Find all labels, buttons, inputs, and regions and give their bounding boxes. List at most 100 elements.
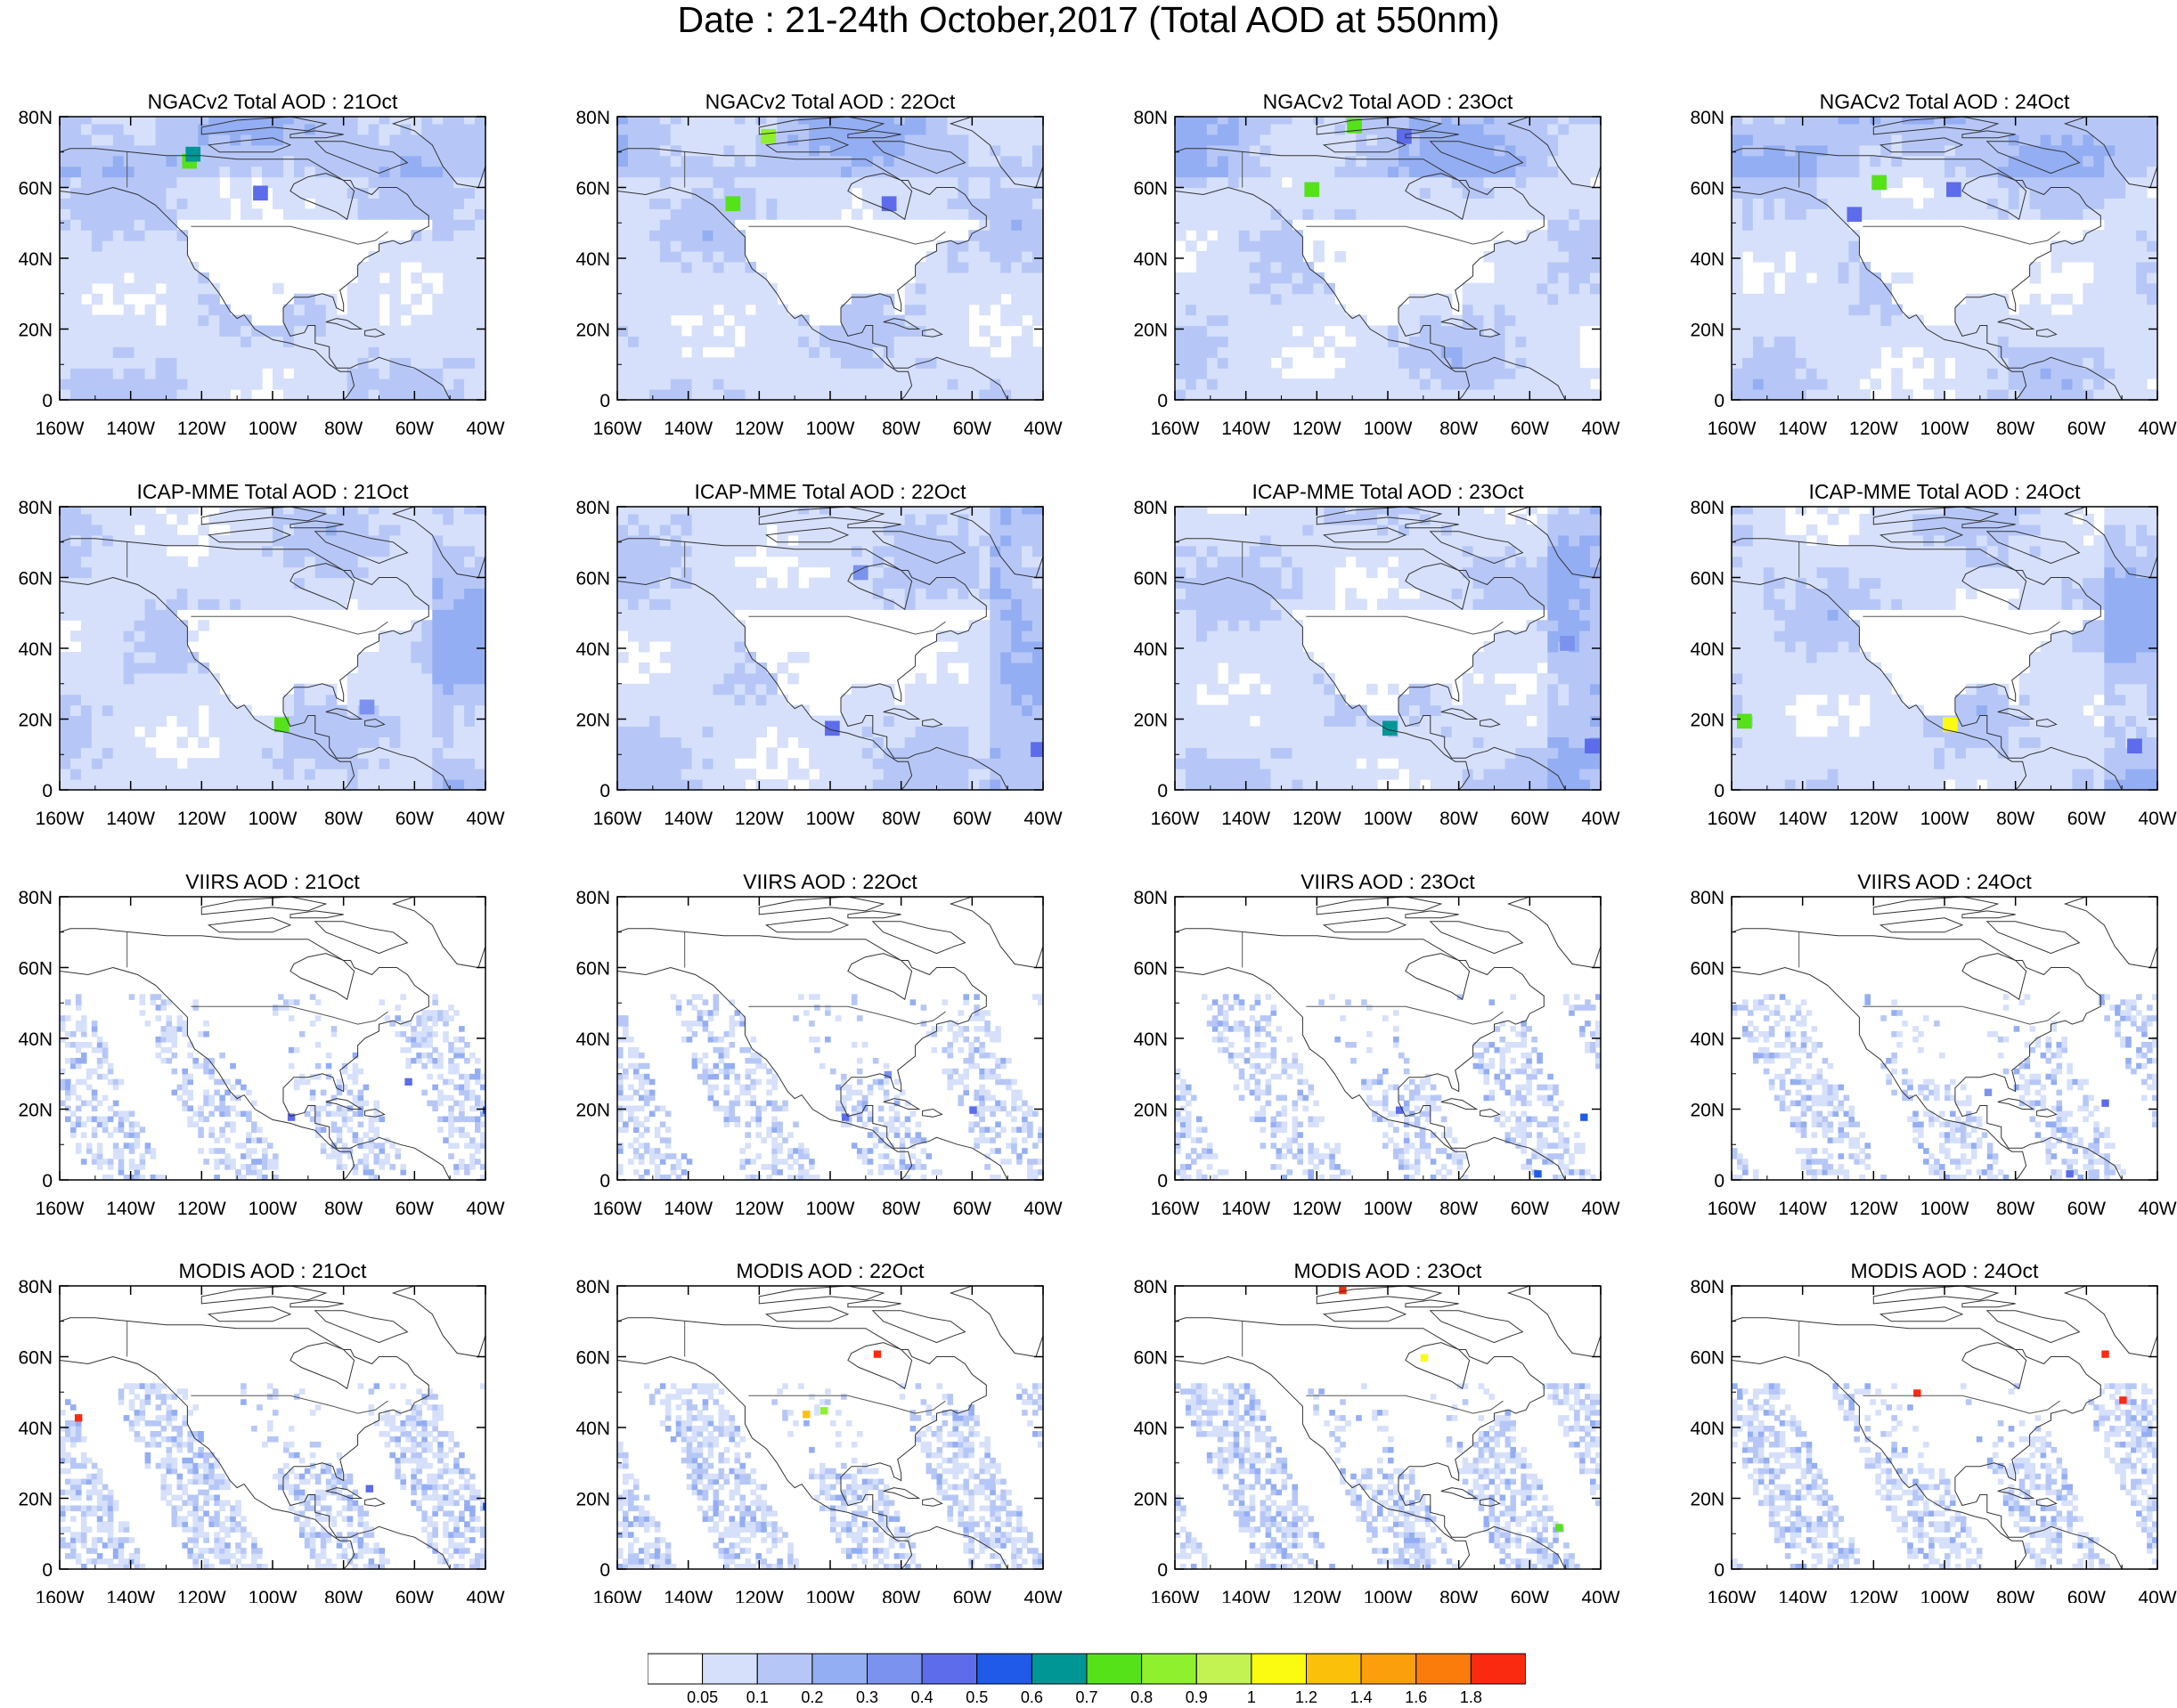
- aod-cell: [1292, 230, 1304, 241]
- aod-cell: [1260, 155, 1272, 167]
- aod-cell: [144, 507, 157, 515]
- aod-cell: [979, 166, 991, 178]
- aod-cell: [2018, 336, 2031, 347]
- aod-cell: [851, 368, 863, 379]
- aod-cell: [123, 346, 135, 358]
- aod-cell: [979, 187, 991, 199]
- aod-cell: [198, 662, 209, 674]
- aod-cell: [648, 534, 661, 547]
- aod-cell: [60, 378, 71, 390]
- aod-cell: [893, 208, 906, 220]
- aod-cell: [70, 134, 82, 146]
- aod-cell: [745, 123, 756, 135]
- aod-cell: [347, 176, 359, 189]
- aod-cell: [1388, 378, 1399, 390]
- aod-cell: [893, 378, 906, 390]
- aod-cell: [1206, 208, 1219, 220]
- aod-cell: [1227, 240, 1240, 252]
- aod-cell: [1579, 144, 1591, 157]
- aod-cell: [336, 747, 348, 759]
- aod-cell: [2104, 282, 2116, 295]
- coastline: [871, 141, 966, 175]
- aod-cell: [830, 378, 842, 390]
- aod-cell: [60, 219, 71, 231]
- aod-cell: [2072, 314, 2083, 327]
- aod-cell: [1227, 357, 1240, 369]
- aod-cell: [1515, 282, 1527, 295]
- aod-cell: [166, 336, 178, 347]
- aod-cell: [293, 187, 306, 199]
- aod-cell: [262, 507, 273, 515]
- aod-cell: [357, 336, 370, 347]
- aod-cell: [925, 389, 938, 400]
- aod-cell: [1784, 219, 1797, 231]
- aod-cell: [755, 208, 767, 220]
- aod-cell: [112, 282, 125, 295]
- aod-cell: [1186, 357, 1197, 369]
- aod-cell: [734, 346, 746, 358]
- aod-cell: [691, 577, 704, 589]
- aod-cell: [273, 346, 284, 358]
- aod-cell: [1249, 251, 1261, 263]
- aod-cell: [1217, 262, 1229, 273]
- aod-cell: [1292, 282, 1304, 295]
- aod-cell: [70, 609, 82, 621]
- aod-cell: [628, 219, 640, 231]
- aod-cell: [1870, 325, 1881, 337]
- aod-cell: [230, 545, 241, 557]
- aod-cell: [1238, 187, 1251, 199]
- panel-title: NGACv2 Total AOD : 24Oct: [1820, 90, 2070, 113]
- aod-cell: [273, 198, 284, 209]
- aod-cell: [176, 769, 189, 780]
- aod-cell: [638, 566, 650, 579]
- aod-cell: [766, 187, 778, 199]
- aod-cell: [1217, 219, 1229, 231]
- aod-cell: [1976, 304, 1988, 316]
- aod-cell: [411, 251, 422, 263]
- aod-cell: [80, 577, 93, 589]
- aod-cell: [1494, 208, 1506, 220]
- aod-cell: [2083, 144, 2094, 157]
- aod-cell: [1784, 166, 1797, 178]
- aod-cell: [176, 507, 189, 515]
- aod-cell: [112, 652, 125, 663]
- aod-cell: [755, 282, 767, 295]
- aod-cell: [1483, 117, 1496, 125]
- aod-cell: [134, 134, 146, 146]
- aod-cell: [293, 176, 306, 189]
- aod-cell: [830, 187, 842, 199]
- coastline: [1480, 328, 1501, 338]
- aod-cell: [176, 230, 189, 241]
- aod-cell: [219, 588, 231, 599]
- aod-cell: [968, 176, 980, 189]
- aod-cell: [1377, 155, 1389, 167]
- aod-cell: [2018, 208, 2031, 220]
- aod-cell: [1281, 378, 1293, 390]
- aod-cell: [176, 176, 189, 189]
- aod-cell: [968, 357, 980, 369]
- aod-cell: [1526, 325, 1537, 337]
- aod-cell: [628, 620, 640, 631]
- aod-cell: [208, 726, 220, 737]
- aod-cell: [2115, 346, 2126, 358]
- y-tick-label: 40N: [18, 249, 53, 270]
- aod-cell: [1483, 336, 1496, 347]
- aod-cell: [325, 378, 338, 390]
- y-tick-label: 60N: [1133, 179, 1168, 199]
- aod-cell: [1912, 144, 1924, 157]
- aod-cell: [936, 123, 949, 135]
- aod-cell: [2125, 230, 2137, 241]
- page-title: Date : 21-24th October,2017 (Total AOD a…: [677, 0, 1500, 40]
- aod-cell: [230, 336, 241, 347]
- aod-cell: [1827, 304, 1839, 316]
- aod-cell: [958, 389, 969, 400]
- aod-cell: [443, 566, 454, 579]
- aod-cell: [379, 641, 391, 653]
- aod-cell: [1795, 378, 1807, 390]
- aod-cell: [1515, 187, 1527, 199]
- aod-cell: [1732, 123, 1743, 135]
- aod-cell: [475, 769, 485, 780]
- aod-cell: [1366, 166, 1378, 178]
- aod-cell: [925, 155, 938, 167]
- aod-cell: [166, 662, 178, 674]
